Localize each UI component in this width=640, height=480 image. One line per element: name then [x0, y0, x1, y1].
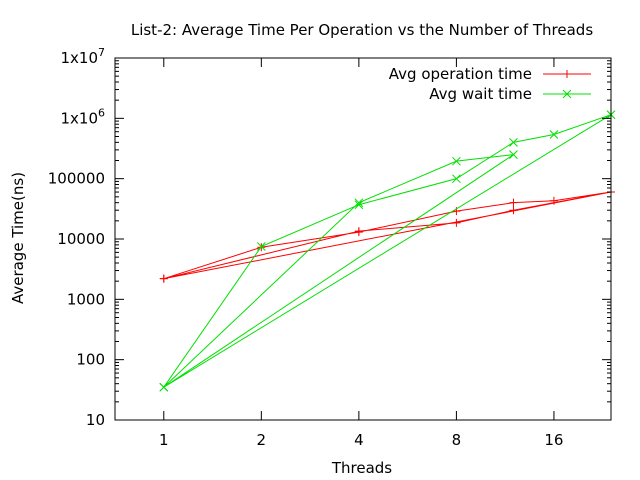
data-point	[354, 198, 364, 208]
y-tick-label: 100000	[48, 170, 105, 188]
y-tick-label: 1x106	[60, 106, 105, 127]
y-tick-label: 10000	[57, 230, 105, 248]
data-point	[452, 156, 461, 166]
data-point	[509, 206, 518, 215]
data-point	[354, 200, 364, 210]
legend-label: Avg operation time	[389, 65, 532, 83]
x-tick-label: 16	[544, 431, 563, 449]
data-point	[452, 174, 461, 184]
x-tick-label: 8	[452, 431, 462, 449]
data-point	[256, 242, 266, 251]
y-tick-label: 1000	[67, 290, 105, 308]
series-line	[163, 191, 612, 280]
chart-title: List-2: Average Time Per Operation vs th…	[131, 21, 593, 39]
data-point	[549, 130, 559, 139]
x-tick-label: 4	[354, 431, 364, 449]
data-point	[159, 274, 168, 283]
x-tick-label: 1	[159, 431, 169, 449]
x-tick-label: 2	[257, 431, 267, 449]
data-point	[509, 198, 518, 207]
legend-marker	[562, 89, 572, 99]
data-point	[452, 218, 461, 227]
data-point	[549, 196, 558, 205]
x-axis-title: Threads	[331, 459, 392, 477]
legend-label: Avg wait time	[429, 85, 532, 103]
data-point	[159, 382, 169, 392]
legend: Avg operation time Avg wait time	[389, 65, 591, 103]
y-tick-label: 10	[86, 411, 105, 429]
data-point	[354, 227, 363, 236]
legend-marker	[563, 70, 571, 78]
y-axis-title: Average Time(ns)	[9, 172, 27, 304]
data-point	[509, 137, 518, 147]
data-point	[509, 150, 518, 160]
y-tick-label: 100	[76, 351, 105, 369]
y-tick-label: 1x107	[60, 46, 105, 67]
